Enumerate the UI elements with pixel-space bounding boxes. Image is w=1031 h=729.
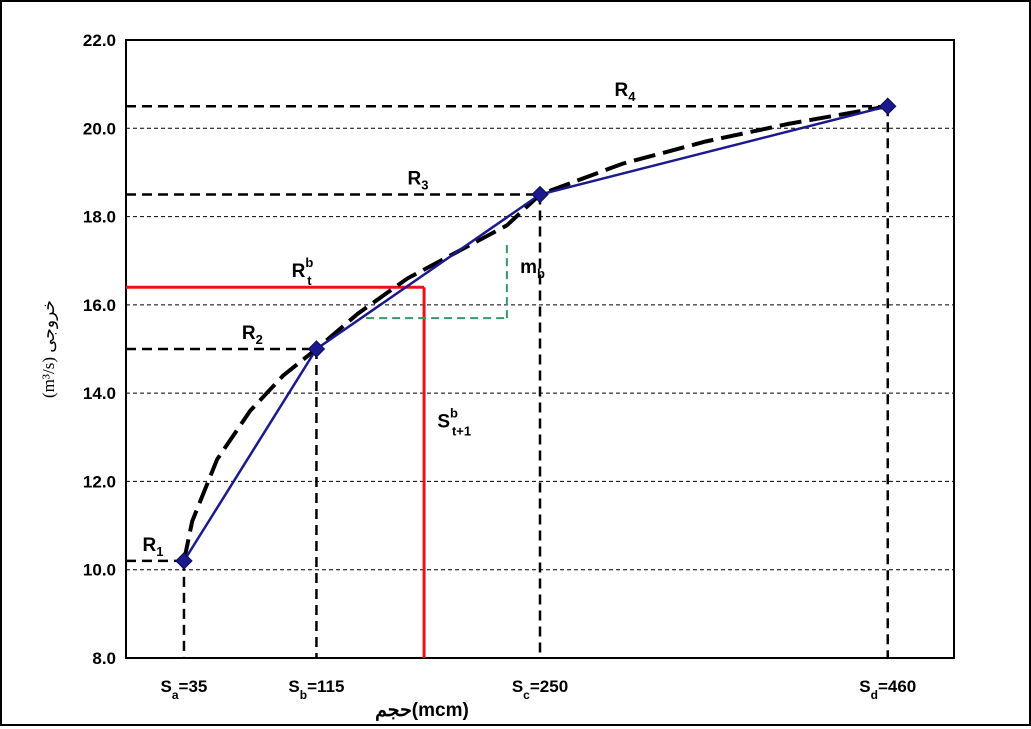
y-tick-label: 20.0 [83,119,116,138]
x-tick-label: Sa=35 [161,677,208,702]
annotation-label: R4 [615,80,637,104]
x-axis-label: (mcm)حجم [375,700,469,721]
series-curve-dashed [182,104,889,562]
series-linear-solid [182,104,889,562]
interpolation-lines [126,285,426,658]
y-axis-label: (m³/s) خروجی [39,300,59,398]
y-tick-label: 14.0 [83,384,116,403]
reference-lines [126,104,890,658]
data-point-marker [307,340,326,358]
y-tick-label: 8.0 [92,649,116,668]
data-point-marker [879,97,897,115]
annotation-label: R1 [143,535,164,559]
y-tick-label: 12.0 [83,472,116,491]
annotation-label: Sb t+1 [437,405,471,438]
annotations: R1 R2 Rb t mb R3 R4 Sb t+1 [143,80,637,559]
y-tick-label: 18.0 [83,208,116,227]
y-tick-label: 22.0 [83,31,116,50]
annotation-label: R3 [408,169,429,193]
annotation-label: R2 [242,323,263,347]
annotation-label: Rb t [292,255,314,288]
x-tick-label: Sc=250 [512,677,568,702]
x-tick-label: Sb=115 [288,677,344,702]
x-tick-labels: Sa=35 Sb=115 Sc=250 Sd=460 [161,677,917,702]
y-tick-labels: 8.0 10.0 12.0 14.0 16.0 18.0 20.0 22.0 [83,31,116,668]
x-tick-label: Sd=460 [859,677,916,702]
data-point-marker [175,552,193,570]
series-group [175,97,897,570]
slope-marker [366,243,508,320]
y-tick-label: 16.0 [83,296,116,315]
annotation-label: mb [520,257,545,281]
data-point-marker [531,185,549,204]
y-tick-label: 10.0 [83,561,116,580]
